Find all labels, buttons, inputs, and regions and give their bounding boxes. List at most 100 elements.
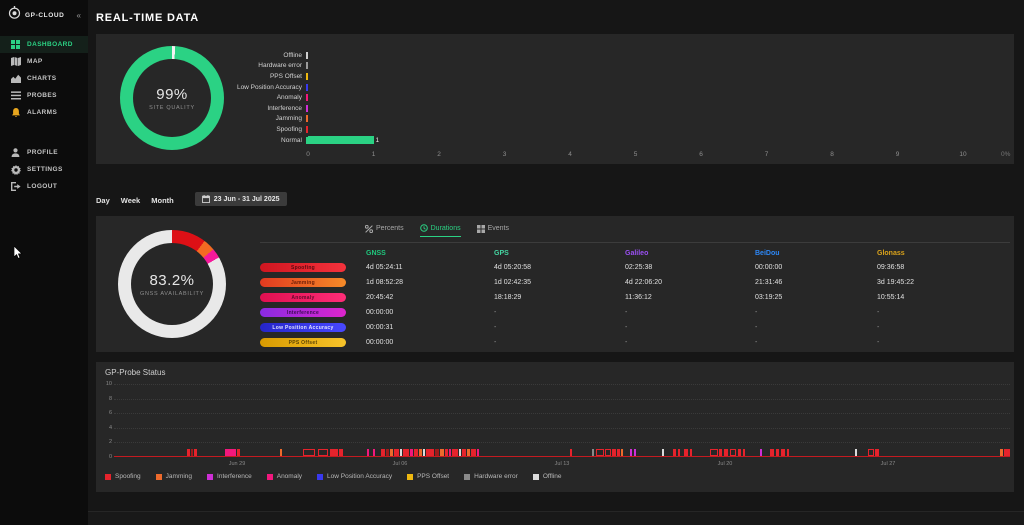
duration-cell: 10:55:14 [877, 290, 1007, 305]
status-category-label: Offline [96, 52, 306, 59]
timeline-bar-spoofing [738, 449, 741, 456]
duration-cell: 4d 05:24:11 [366, 260, 494, 275]
timeline-bar-dark [191, 449, 193, 456]
table-row-label-cell: Spoofing [260, 260, 366, 275]
x-axis-tick: 2 [437, 151, 441, 158]
sidebar-item-map[interactable]: MAP [0, 53, 88, 70]
duration-cell: 03:19:25 [755, 290, 877, 305]
status-category-marker [306, 62, 308, 69]
duration-cell: 00:00:00 [366, 305, 494, 320]
column-header-beidou: BeiDou [755, 246, 877, 260]
table-row-label-cell: Interference [260, 305, 366, 320]
timeline-bar-spoofing [381, 449, 385, 456]
table-row-label-cell: PPS Offset [260, 335, 366, 350]
site-quality-panel: 99% SITE QUALITY OfflineHardware errorPP… [96, 34, 1014, 164]
duration-cell: 21:31:46 [755, 275, 877, 290]
events-icon [477, 225, 485, 233]
view-tabs: Percents Durations Events [365, 224, 509, 237]
legend-item-jamming: Jamming [156, 473, 192, 480]
probe-status-title: GP-Probe Status [105, 368, 165, 377]
gridline [114, 399, 1010, 400]
timeline-bar-anomaly [410, 449, 413, 456]
timeline-bar-anomaly [449, 449, 451, 456]
duration-cell: 11:36:12 [625, 290, 755, 305]
legend-label: Anomaly [277, 473, 302, 480]
timeline-bar-spoofing [787, 449, 789, 456]
timeline-bar-hardware [592, 449, 594, 456]
gridline [114, 428, 1010, 429]
status-row-interference: Interference [96, 103, 1014, 114]
event-pill-pps-offset: PPS Offset [260, 338, 346, 347]
sidebar-item-label: CHARTS [27, 75, 56, 82]
x-axis-tick: 5 [634, 151, 638, 158]
x-axis-suffix-label: 0% [1001, 151, 1010, 158]
duration-cell: 1d 08:52:28 [366, 275, 494, 290]
legend-swatch [407, 474, 413, 480]
probe-status-legend: SpoofingJammingInterferenceAnomalyLow Po… [105, 473, 562, 480]
footer-strip [0, 512, 1024, 525]
sidebar-collapse-button[interactable]: « [77, 11, 81, 20]
duration-cell: 00:00:00 [366, 335, 494, 350]
x-axis-tick: 0 [306, 151, 310, 158]
timeline-bar-dark [435, 449, 439, 456]
x-axis-date-tick: Jun 29 [229, 461, 246, 467]
sidebar-item-settings[interactable]: SETTINGS [0, 161, 88, 178]
sidebar-item-alarms[interactable]: ALARMS [0, 104, 88, 121]
duration-cell: 1d 02:42:35 [494, 275, 625, 290]
date-range-picker[interactable]: 23 Jun - 31 Jul 2025 [195, 192, 287, 206]
status-category-label: Spoofing [96, 126, 306, 133]
event-pill-anomaly: Anomaly [260, 293, 346, 302]
legend-label: PPS Offset [417, 473, 449, 480]
gnss-availability-panel: 83.2% GNSS AVAILABILITY Percents Duration… [96, 216, 1014, 352]
range-option-day[interactable]: Day [96, 196, 110, 205]
timeline-bar-offline [423, 449, 425, 456]
timeline-bar-spoofing [719, 449, 722, 456]
range-option-month[interactable]: Month [151, 196, 174, 205]
x-axis-date-tick: Jul 27 [881, 461, 896, 467]
sidebar-item-probes[interactable]: PROBES [0, 87, 88, 104]
status-category-marker [306, 84, 308, 91]
timeline-bar-spoofing [710, 449, 718, 456]
duration-cell: - [494, 305, 625, 320]
timeline-bar-spoofing [394, 449, 399, 456]
column-header-gnss: GNSS [366, 246, 494, 260]
y-axis-tick: 2 [100, 439, 112, 445]
y-axis-tick: 0 [100, 454, 112, 460]
status-category-label: Jamming [96, 115, 306, 122]
timeline-bar-spoofing [596, 449, 604, 456]
status-category-marker [306, 126, 308, 133]
sidebar-item-profile[interactable]: PROFILE [0, 144, 88, 161]
legend-swatch [317, 474, 323, 480]
timeline-bar-spoofing [330, 449, 338, 456]
sidebar-item-dashboard[interactable]: DASHBOARD [0, 36, 88, 53]
duration-cell: - [494, 335, 625, 350]
column-header-gps: GPS [494, 246, 625, 260]
timeline-bar-interference [634, 449, 636, 456]
status-category-label: Anomaly [96, 94, 306, 101]
timeline-bar-spoofing [673, 449, 676, 456]
timeline-bar-spoofing [770, 449, 774, 456]
legend-swatch [207, 474, 213, 480]
timeline-bar-spoofing [445, 449, 448, 456]
sidebar-item-charts[interactable]: CHARTS [0, 70, 88, 87]
grid-icon [10, 40, 21, 49]
status-row-normal: Normal1 [96, 135, 1014, 146]
calendar-icon [202, 195, 210, 203]
y-axis-tick: 8 [100, 396, 112, 402]
tab-percents[interactable]: Percents [365, 225, 404, 237]
timeline-bar-anomaly [477, 449, 479, 456]
sidebar-item-logout[interactable]: LOGOUT [0, 178, 88, 195]
range-option-week[interactable]: Week [121, 196, 140, 205]
tab-events[interactable]: Events [477, 225, 509, 237]
x-axis-tick: 7 [765, 151, 769, 158]
timeline-bar-spoofing [781, 449, 785, 456]
duration-cell: - [625, 305, 755, 320]
percent-icon [365, 225, 373, 233]
duration-cell: - [625, 320, 755, 335]
tab-durations[interactable]: Durations [420, 224, 461, 237]
timeline-bar-interference [760, 449, 762, 456]
timeline-bar-offline [459, 449, 461, 456]
app-name: GP-CLOUD [25, 12, 64, 19]
gnss-availability-donut: 83.2% GNSS AVAILABILITY [118, 230, 226, 338]
timeline-bar-spoofing [678, 449, 680, 456]
